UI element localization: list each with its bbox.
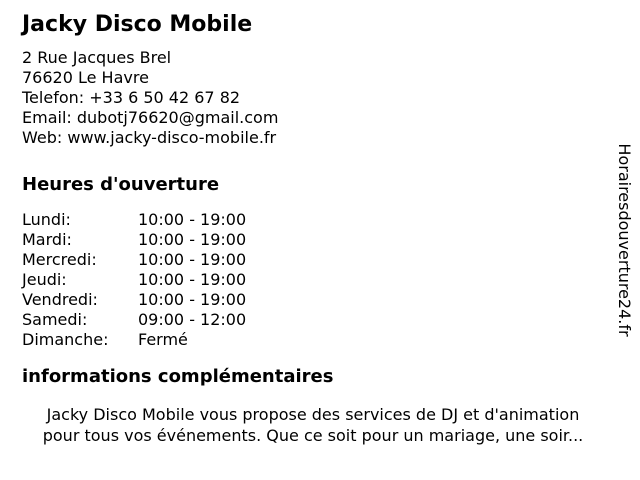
email-line: Email: dubotj76620@gmail.com [22,108,604,128]
hours-row-saturday: Samedi: 09:00 - 12:00 [22,310,604,330]
address-line-2: 76620 Le Havre [22,68,149,87]
day-label: Lundi: [22,210,71,229]
main-content: Jacky Disco Mobile 2 Rue Jacques Brel 76… [22,12,604,446]
phone-label: Telefon: [22,88,85,107]
day-label: Vendredi: [22,290,98,309]
site-watermark: Horairesdouverture24.fr [615,143,634,337]
phone-value: +33 6 50 42 67 82 [89,88,241,107]
hours-row-thursday: Jeudi: 10:00 - 19:00 [22,270,604,290]
day-hours: 10:00 - 19:00 [138,210,247,229]
opening-hours-heading: Heures d'ouverture [22,174,220,195]
website-value: www.jacky-disco-mobile.fr [67,128,277,147]
contact-block: 2 Rue Jacques Brel 76620 Le Havre Telefo… [22,48,604,148]
hours-row-sunday: Dimanche: Fermé [22,330,604,350]
day-label: Mardi: [22,230,72,249]
day-label: Dimanche: [22,330,109,349]
day-hours: 10:00 - 19:00 [138,290,247,309]
page-title: Jacky Disco Mobile [22,12,253,37]
day-hours: 10:00 - 19:00 [138,230,247,249]
email-value: dubotj76620@gmail.com [76,108,279,127]
phone-line: Telefon: +33 6 50 42 67 82 [22,88,604,108]
day-label: Samedi: [22,310,88,329]
hours-row-monday: Lundi: 10:00 - 19:00 [22,210,604,230]
hours-row-tuesday: Mardi: 10:00 - 19:00 [22,230,604,250]
day-hours: 09:00 - 12:00 [138,310,247,329]
description-line-1: Jacky Disco Mobile vous propose des serv… [46,405,580,424]
website-label: Web: [22,128,63,147]
additional-info-heading: informations complémentaires [22,366,334,387]
day-label: Mercredi: [22,250,97,269]
hours-row-wednesday: Mercredi: 10:00 - 19:00 [22,250,604,270]
website-line: Web: www.jacky-disco-mobile.fr [22,128,604,148]
description-line-2: pour tous vos événements. Que ce soit po… [42,426,584,445]
opening-hours-table: Lundi: 10:00 - 19:00 Mardi: 10:00 - 19:0… [22,210,604,350]
business-description: Jacky Disco Mobile vous propose des serv… [22,404,604,446]
address-line-1: 2 Rue Jacques Brel [22,48,172,67]
email-label: Email: [22,108,72,127]
day-hours: 10:00 - 19:00 [138,250,247,269]
day-hours-closed: Fermé [138,330,188,349]
hours-row-friday: Vendredi: 10:00 - 19:00 [22,290,604,310]
day-hours: 10:00 - 19:00 [138,270,247,289]
day-label: Jeudi: [22,270,67,289]
